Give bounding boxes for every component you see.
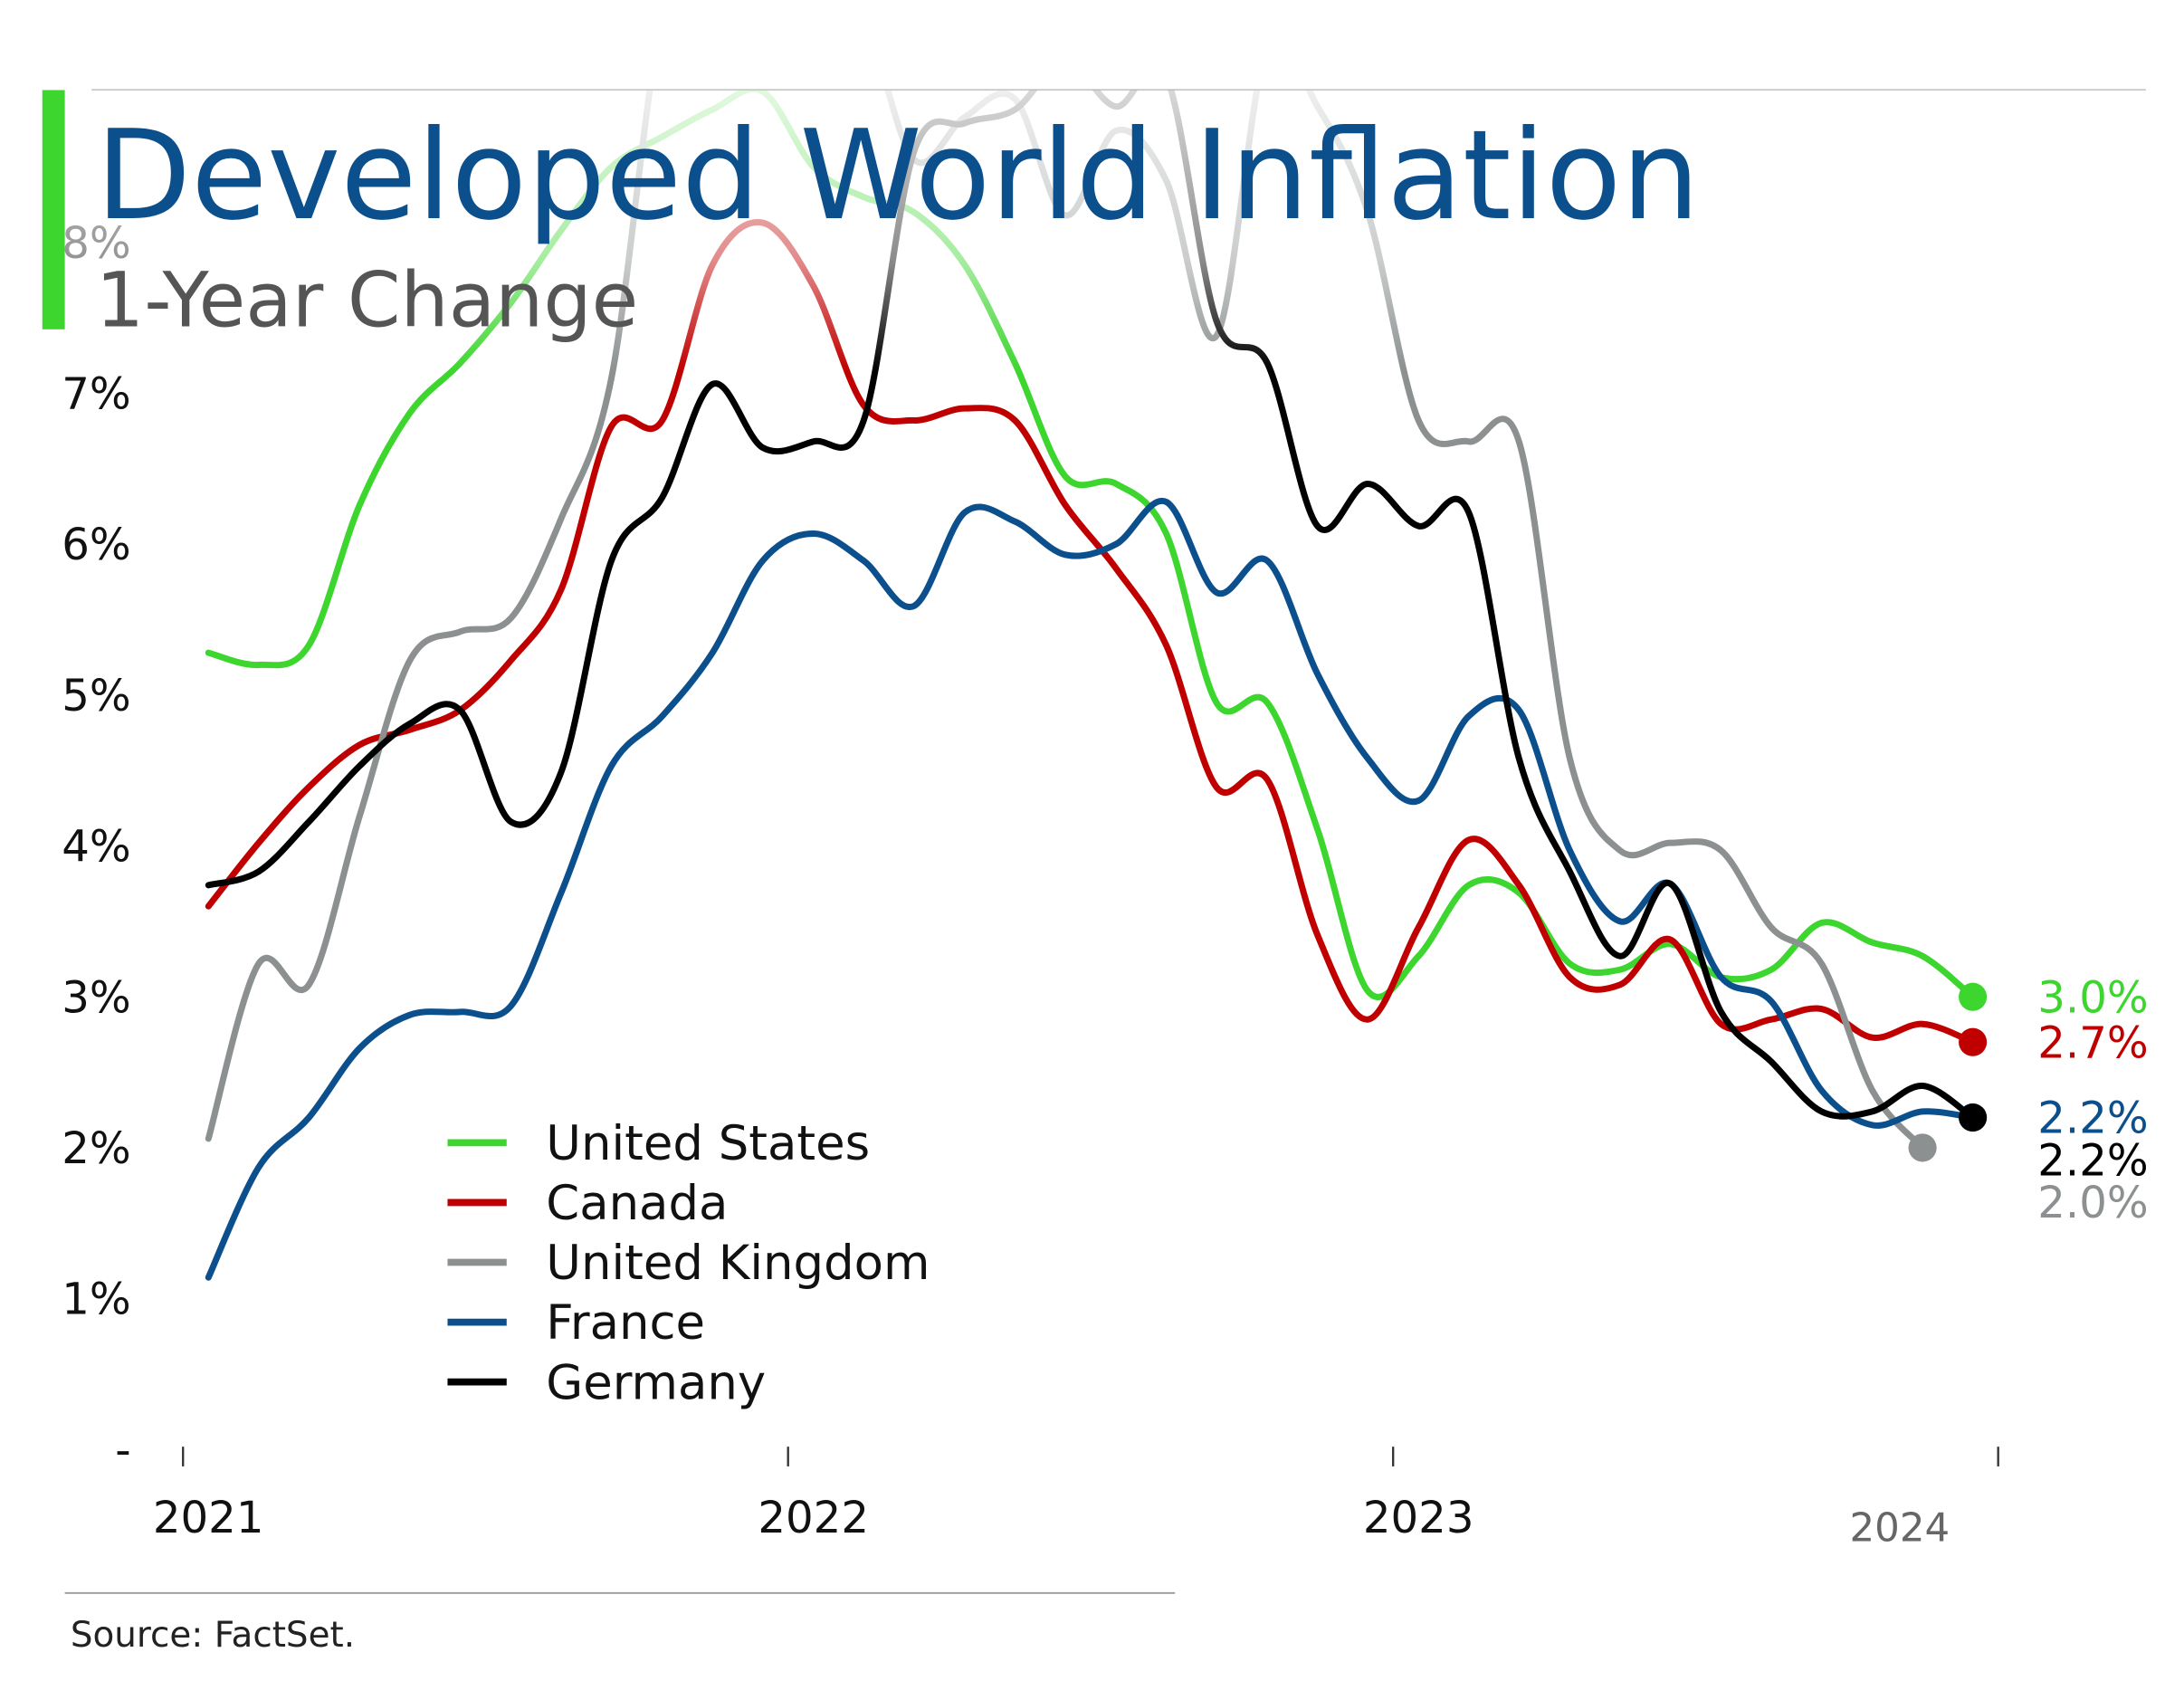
end-dot — [1959, 1027, 1988, 1056]
end-label: 3.0% — [2037, 972, 2148, 1023]
end-dot — [1959, 1103, 1988, 1132]
legend-label: United Kingdom — [546, 1236, 930, 1291]
y-tick-label: 6% — [62, 520, 130, 570]
accent-bar — [42, 90, 65, 329]
x-tick-label: 2023 — [1363, 1493, 1474, 1543]
x-tick-label: 2022 — [758, 1493, 869, 1543]
legend-label: France — [546, 1295, 705, 1351]
end-label: 2.0% — [2037, 1178, 2148, 1228]
legend-label: Canada — [546, 1176, 728, 1231]
end-label: 2.7% — [2037, 1017, 2148, 1068]
end-label: 2.2% — [2037, 1135, 2148, 1186]
end-dot — [1959, 982, 1988, 1011]
y-tick-label: 2% — [62, 1123, 130, 1174]
legend-label: United States — [546, 1116, 870, 1171]
series-line — [205, 497, 1977, 1281]
source-note: Source: FactSet. — [71, 1615, 355, 1656]
title-fade — [0, 90, 2184, 372]
end-label: 2.2% — [2037, 1094, 2148, 1144]
y-tick-label: 7% — [62, 369, 130, 420]
y-tick-label: 3% — [62, 972, 130, 1023]
y-tick-label: 1% — [62, 1275, 130, 1325]
y-tick-label: 4% — [62, 822, 130, 873]
legend-label: Germany — [546, 1355, 766, 1410]
y-tick-label: 5% — [62, 671, 130, 721]
x-tick-label: 2024 — [1849, 1505, 1950, 1551]
y-tick-label: - — [115, 1425, 130, 1476]
end-dot — [1908, 1133, 1937, 1162]
x-tick-label: 2021 — [153, 1493, 264, 1543]
chart-subtitle: 1-Year Change — [96, 256, 639, 345]
chart-title: Developed World Inflation — [96, 104, 1700, 248]
